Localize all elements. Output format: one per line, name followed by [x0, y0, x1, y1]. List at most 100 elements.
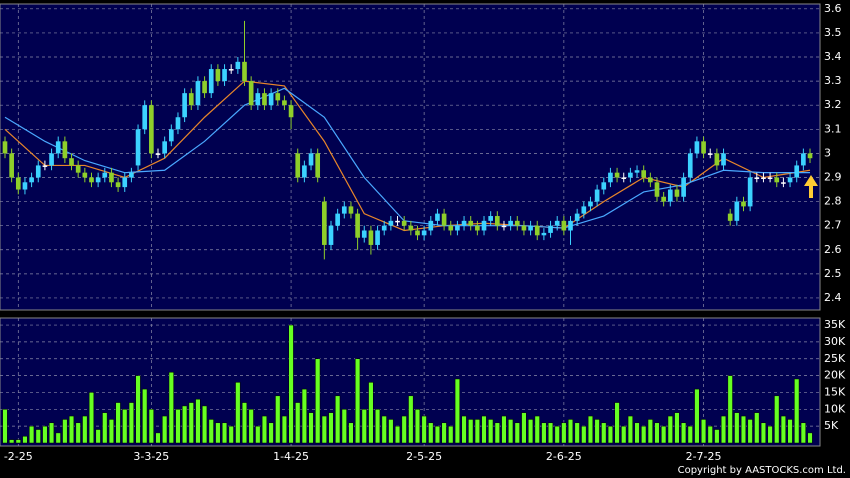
volume-bar — [587, 415, 594, 444]
volume-bar — [188, 402, 194, 444]
candle-body — [747, 177, 753, 207]
volume-bar — [574, 422, 580, 444]
candle-body — [774, 177, 780, 183]
volume-bar — [2, 409, 8, 444]
volume-bar — [414, 409, 421, 444]
candle-body — [322, 201, 327, 245]
candle-body — [707, 153, 713, 155]
candle-body — [634, 170, 640, 173]
candle-body — [228, 69, 234, 71]
candle-body — [381, 225, 387, 231]
volume-bar — [175, 409, 181, 444]
candle-body — [621, 177, 627, 179]
volume-bar — [348, 422, 354, 444]
volume-bar — [428, 422, 434, 444]
y-tick-label: 2.5 — [824, 267, 842, 280]
volume-bar — [168, 371, 174, 444]
volume-bar — [374, 409, 381, 444]
volume-bar — [474, 419, 480, 444]
volume-bar — [22, 436, 28, 444]
candle-body — [807, 153, 813, 159]
volume-bar — [301, 388, 307, 444]
volume-bar — [674, 412, 680, 444]
candle-body — [628, 172, 633, 178]
volume-bar — [82, 415, 88, 444]
candle-body — [262, 93, 267, 106]
copyright: Copyright by AASTOCKS.com Ltd. — [678, 465, 846, 476]
volume-bar — [15, 439, 21, 444]
volume-bar — [381, 415, 387, 444]
volume-bar — [155, 432, 161, 444]
volume-bar — [295, 402, 301, 444]
volume-bar — [321, 415, 327, 444]
volume-bar — [75, 422, 81, 444]
x-tick-label: 2-6-25 — [546, 450, 582, 463]
volume-bar — [55, 432, 61, 444]
x-tick-label: 2-5-25 — [406, 450, 442, 463]
y-tick-label: 25K — [824, 352, 846, 365]
volume-bar — [760, 422, 767, 444]
candle-body — [129, 172, 134, 178]
volume-bar — [567, 419, 574, 444]
candle-body — [694, 141, 700, 154]
volume-bar — [308, 412, 314, 444]
volume-bar — [368, 382, 374, 444]
candle-body — [135, 129, 141, 166]
candle-body — [55, 141, 61, 154]
candle-body — [122, 177, 128, 188]
candle-body — [355, 213, 360, 238]
volume-bar — [62, 419, 68, 444]
candle-body — [335, 213, 340, 226]
volume-bar — [740, 415, 747, 444]
volume-bar — [128, 402, 134, 444]
volume-bar — [221, 422, 228, 444]
volume-bar — [554, 425, 560, 444]
y-tick-label: 35K — [824, 318, 846, 331]
volume-bar — [581, 425, 587, 444]
volume-bar — [681, 422, 687, 444]
volume-bar — [694, 388, 700, 444]
volume-bar — [355, 358, 361, 444]
candle-body — [501, 225, 507, 228]
volume-bar — [142, 388, 148, 444]
volume-bar — [454, 378, 460, 444]
candle-body — [701, 141, 706, 154]
candle-body — [288, 105, 294, 118]
volume-bar — [235, 382, 241, 444]
candle-body — [115, 182, 121, 188]
candle-body — [2, 141, 8, 154]
candle-body — [315, 153, 321, 178]
volume-bar — [734, 412, 740, 444]
volume-bar — [448, 425, 454, 444]
x-tick-label: 1-4-25 — [273, 450, 309, 463]
y-tick-label: 3 — [824, 146, 831, 159]
y-tick-label: 3.5 — [824, 26, 842, 39]
candle-body — [767, 177, 773, 179]
candle-body — [614, 172, 620, 178]
marks: -2-25 3-3-25 1-4-25 2-5-25 2-6-25 2-7-25 2.4 2.… — [0, 2, 846, 463]
candle-body — [461, 220, 467, 226]
candle-body — [475, 225, 480, 231]
candle-body — [801, 153, 806, 166]
volume-bar — [42, 425, 48, 444]
volume-bar — [754, 412, 760, 444]
volume-bar — [281, 415, 288, 444]
y-tick-label: 2.4 — [824, 291, 842, 304]
candle-body — [514, 220, 520, 226]
volume-bar — [494, 422, 500, 444]
candle-body — [202, 81, 207, 94]
volume-bar — [9, 439, 15, 444]
volume-bar — [508, 419, 514, 444]
volume-bar — [488, 419, 494, 444]
volume-bar — [661, 425, 667, 444]
volume-bar — [68, 415, 75, 444]
volume-bar — [780, 415, 786, 444]
volume-bar — [807, 432, 813, 444]
volume-bar — [108, 419, 115, 444]
candle-body — [421, 230, 427, 236]
candle-body — [661, 196, 666, 202]
candle-body — [235, 61, 241, 70]
volume-bar — [162, 415, 168, 444]
candle-body — [674, 189, 680, 197]
y-tick-label: 3.4 — [824, 50, 842, 63]
